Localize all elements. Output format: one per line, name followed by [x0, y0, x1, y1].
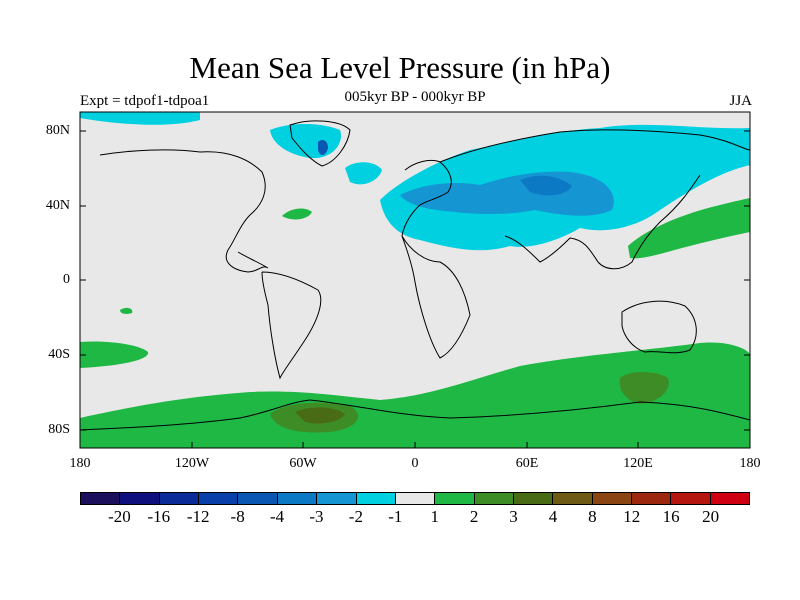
antarctic-4hpa [295, 407, 345, 424]
southern-indian-3hpa [619, 372, 669, 404]
southern-ocean-anomaly [80, 342, 750, 448]
north-america-coast [99, 149, 269, 273]
colorbar-swatch [277, 493, 318, 504]
colorbar-label: -8 [230, 507, 245, 526]
colorbar-label: 2 [469, 507, 479, 526]
contour-fields [80, 112, 750, 448]
asia-coast [439, 129, 750, 270]
colorbar-swatch [435, 493, 475, 504]
colorbar-label: -2 [348, 507, 363, 526]
colorbar-label: 8 [588, 507, 597, 526]
lat-label-80n: 80N [45, 123, 70, 138]
colorbar-swatch [395, 493, 436, 504]
arctic-anomaly [80, 112, 200, 125]
colorbar-swatch [199, 493, 239, 504]
lon-label-180w: 180 [69, 456, 91, 471]
colorbar-swatch [513, 493, 554, 504]
coastlines [80, 120, 750, 431]
colorbar-swatch [317, 493, 357, 504]
lat-label-80s: 80S [48, 422, 70, 437]
axis-ticks [79, 130, 751, 448]
atlantic-cyan-patch [345, 162, 382, 185]
colorbar-label: -1 [388, 507, 403, 526]
greenland-min [318, 140, 328, 156]
colorbar [80, 492, 750, 505]
colorbar-label: -3 [309, 507, 324, 526]
colorbar-swatch [356, 493, 396, 504]
lon-label-180e: 180 [739, 456, 761, 471]
australia-coast [621, 300, 697, 354]
colorbar-swatch [632, 493, 672, 504]
colorbar-swatch [120, 493, 160, 504]
lat-label-40s: 40S [48, 347, 70, 362]
season-label: JJA [729, 93, 752, 109]
colorbar-label: 4 [548, 507, 558, 526]
south-pacific-patch [80, 341, 149, 368]
lon-label-60w: 60W [289, 456, 317, 471]
lat-label-40n: 40N [45, 198, 70, 213]
lon-label-60e: 60E [515, 456, 539, 471]
map-title: Mean Sea Level Pressure (in hPa) [189, 50, 611, 85]
colorbar-label: 20 [702, 507, 720, 526]
europe-africa-coast [401, 159, 471, 359]
lon-label-120e: 120E [623, 456, 653, 471]
experiment-label: Expt = tdpof1-tdpoa1 [80, 93, 210, 109]
colorbar-swatch [238, 493, 278, 504]
atlantic-patch [282, 208, 312, 220]
colorbar-swatch [81, 493, 121, 504]
lon-label-120w: 120W [174, 456, 210, 471]
colorbar-label: 12 [623, 507, 641, 526]
north-pacific-anomaly [628, 198, 750, 259]
colorbar-swatch [159, 493, 200, 504]
map-subtitle: 005kyr BP - 000kyr BP [344, 89, 486, 105]
small-patch [120, 307, 133, 314]
colorbar-swatch [592, 493, 633, 504]
colorbar-label: 1 [430, 507, 439, 526]
greenland-coast [289, 120, 351, 167]
colorbar-label: -20 [108, 507, 131, 526]
antarctica-coast [80, 399, 750, 431]
south-america-coast [261, 271, 322, 380]
colorbar-label: -4 [269, 507, 285, 526]
lat-label-0: 0 [63, 272, 70, 287]
eurasia-3hpa [520, 175, 572, 196]
colorbar-swatch [671, 493, 711, 504]
colorbar-swatch [710, 493, 750, 504]
colorbar-swatch [474, 493, 514, 504]
lon-label-0: 0 [411, 456, 419, 471]
colorbar-label: 3 [509, 507, 518, 526]
colorbar-label: 16 [662, 507, 680, 526]
colorbar-label: -16 [147, 507, 171, 526]
colorbar-swatch [553, 493, 593, 504]
colorbar-label: -12 [186, 507, 210, 526]
